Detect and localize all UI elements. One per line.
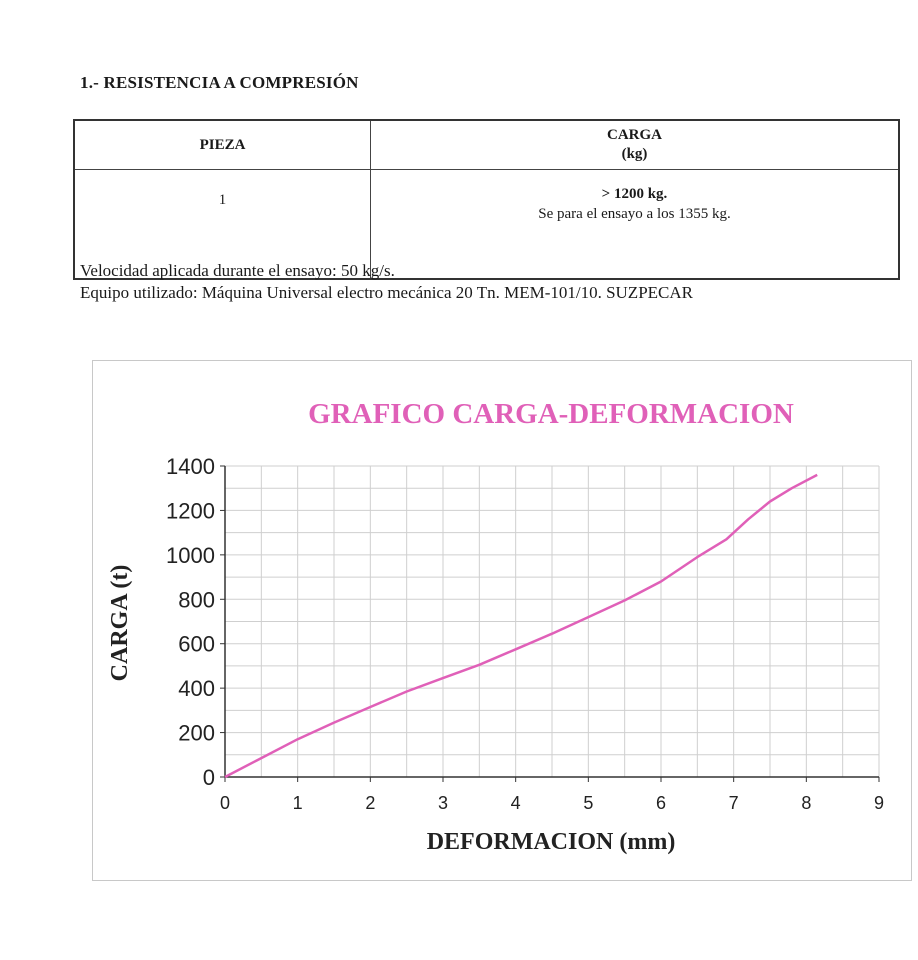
x-tick-label: 5: [583, 793, 593, 813]
x-tick-label: 6: [656, 793, 666, 813]
header-piece: PIEZA: [73, 119, 371, 170]
note-speed: Velocidad aplicada durante el ensayo: 50…: [80, 261, 395, 280]
y-tick-label: 1200: [166, 498, 215, 523]
tick-layer: 0 1 2 3 4 5 6 7 8 9 0 200 400 600 800 1000 1200 1400: [166, 454, 884, 813]
series-layer: [224, 473, 818, 779]
cell-piece: 1: [73, 169, 371, 280]
x-tick-label: 3: [438, 793, 448, 813]
table-row: 1 > 1200 kg. Se para el ensayo a los 135…: [73, 169, 900, 280]
header-load: CARGA (kg): [370, 119, 900, 170]
header-load-line2: (kg): [621, 146, 648, 162]
y-tick-label: 1000: [166, 543, 215, 568]
x-tick-label: 9: [874, 793, 884, 813]
load-value: > 1200 kg.: [601, 186, 668, 202]
y-tick-label: 400: [178, 676, 215, 701]
x-tick-label: 1: [293, 793, 303, 813]
results-table: PIEZA CARGA (kg) 1 > 1200 kg. Se para el…: [73, 119, 900, 280]
y-tick-label: 800: [178, 587, 215, 612]
chart-title: GRAFICO CARGA-DEFORMACION: [308, 398, 794, 430]
y-tick-label: 600: [178, 632, 215, 657]
y-axis-label: CARGA (t): [107, 565, 133, 682]
x-tick-label: 7: [729, 793, 739, 813]
cell-load: > 1200 kg. Se para el ensayo a los 1355 …: [370, 169, 900, 280]
note-equipment: Equipo utilizado: Máquina Universal elec…: [80, 283, 693, 302]
y-tick-label: 200: [178, 721, 215, 746]
load-note: Se para el ensayo a los 1355 kg.: [538, 206, 731, 222]
x-tick-label: 0: [220, 793, 230, 813]
chart-frame: GRAFICO CARGA-DEFORMACION 0 1 2 3 4 5 6 7 8 9 0 200…: [92, 360, 912, 881]
axis-layer: [224, 466, 879, 778]
y-tick-label: 0: [203, 765, 215, 790]
x-tick-label: 8: [801, 793, 811, 813]
x-tick-label: 4: [511, 793, 521, 813]
y-tick-label: 1400: [166, 454, 215, 479]
grid-layer: [224, 465, 880, 778]
table-header-row: PIEZA CARGA (kg): [73, 119, 900, 170]
header-load-line1: CARGA: [607, 127, 662, 143]
series-line: [224, 473, 818, 779]
chart-svg: GRAFICO CARGA-DEFORMACION 0 1 2 3 4 5 6 7 8 9 0 200…: [107, 398, 884, 855]
section-title: 1.- RESISTENCIA A COMPRESIÓN: [80, 73, 359, 92]
x-axis-label: DEFORMACION (mm): [427, 829, 676, 855]
x-tick-label: 2: [365, 793, 375, 813]
